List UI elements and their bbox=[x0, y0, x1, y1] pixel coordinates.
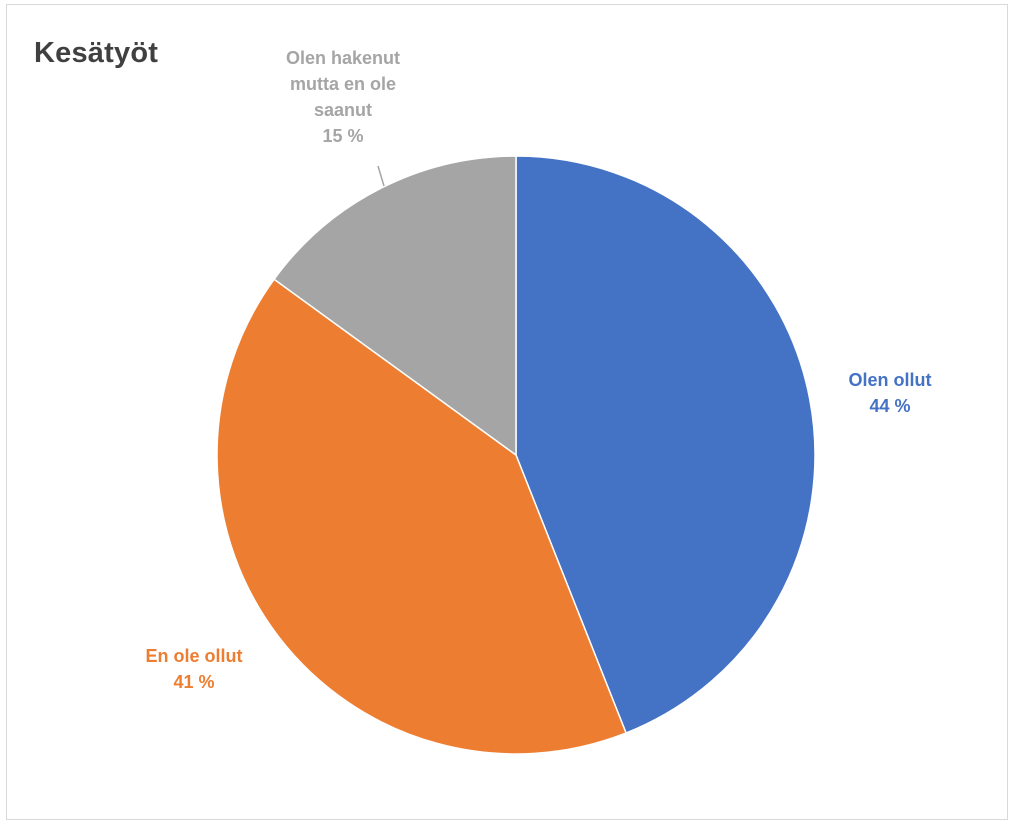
pie-slice-olen-hakenut bbox=[273, 155, 517, 457]
slice-label-name-line-2: mutta en ole bbox=[289, 74, 396, 94]
leader-line bbox=[377, 165, 385, 187]
slice-label-name: Olen ollut bbox=[848, 370, 932, 390]
slice-label-value: 44 % bbox=[869, 396, 911, 416]
slice-label-name-line-1: Olen hakenut bbox=[285, 48, 401, 68]
slice-label-value: 15 % bbox=[322, 126, 364, 146]
slice-label-value: 41 % bbox=[173, 672, 215, 692]
slice-label-olen-ollut: Olen ollut 44 % bbox=[836, 367, 944, 419]
slice-label-olen-hakenut: Olen hakenut mutta en ole saanut 15 % bbox=[258, 45, 428, 149]
pie-slice-olen-ollut bbox=[515, 155, 816, 734]
slice-label-name: En ole ollut bbox=[145, 646, 243, 666]
slice-label-en-ole-ollut: En ole ollut 41 % bbox=[120, 643, 268, 695]
chart-title: Kesätyöt bbox=[34, 37, 159, 69]
slice-label-name-line-3: saanut bbox=[313, 100, 373, 120]
pie-slice-en-ole-ollut bbox=[216, 278, 628, 755]
